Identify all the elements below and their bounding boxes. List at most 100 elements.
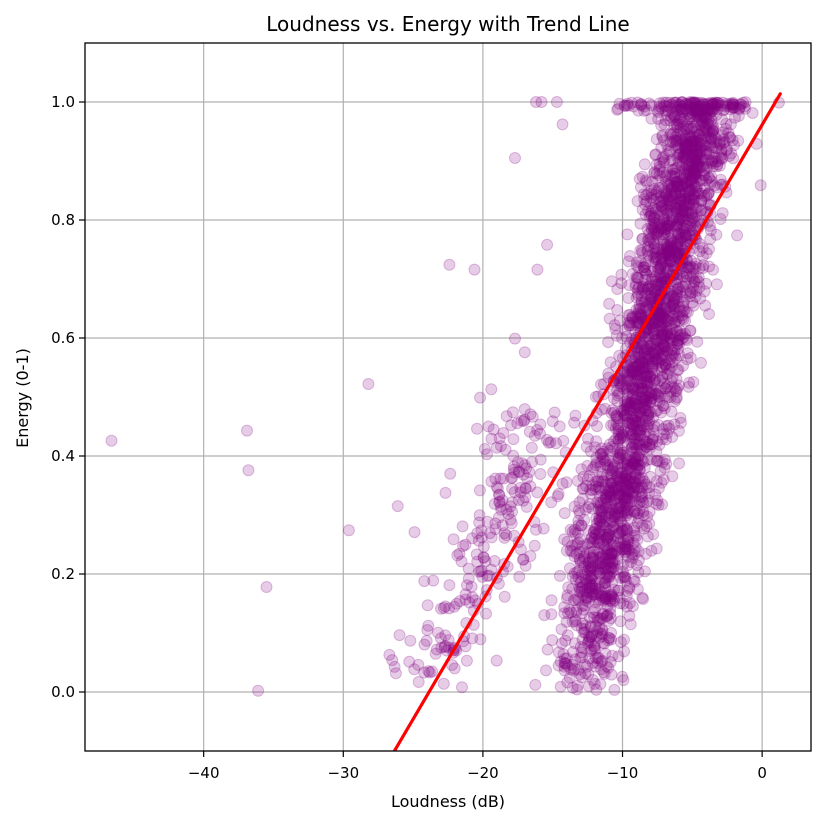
data-point — [621, 395, 634, 408]
data-point — [659, 359, 672, 372]
data-point — [556, 118, 569, 131]
data-point — [485, 531, 498, 544]
data-point — [643, 349, 656, 362]
data-point — [693, 136, 705, 149]
data-point — [623, 492, 636, 505]
data-point — [690, 160, 703, 173]
data-point — [657, 317, 669, 330]
data-point — [685, 191, 698, 204]
data-point — [655, 141, 668, 154]
data-point — [632, 385, 645, 397]
data-point — [655, 353, 668, 366]
data-point — [645, 392, 658, 405]
data-point — [644, 406, 657, 419]
data-point — [646, 330, 659, 343]
data-point — [669, 238, 682, 251]
data-point — [718, 136, 731, 148]
data-point — [677, 300, 690, 313]
data-point — [668, 331, 681, 343]
data-point — [713, 138, 726, 151]
data-point — [704, 147, 717, 160]
data-point — [683, 194, 696, 207]
data-point — [650, 275, 663, 288]
data-point — [603, 631, 615, 644]
data-point — [664, 188, 677, 201]
data-point — [644, 387, 657, 400]
data-point — [661, 219, 674, 232]
data-point — [670, 180, 683, 193]
data-point — [648, 379, 661, 392]
data-point — [677, 225, 690, 238]
data-point — [670, 175, 683, 188]
data-point — [692, 105, 705, 118]
data-point — [608, 557, 621, 570]
data-point — [576, 492, 589, 505]
data-point — [632, 261, 645, 274]
data-point — [692, 97, 705, 110]
data-point — [611, 384, 624, 397]
data-point — [603, 504, 616, 517]
data-point — [545, 496, 558, 509]
data-point — [629, 477, 642, 490]
data-point — [689, 172, 702, 184]
data-point — [608, 683, 621, 696]
chart-title: Loudness vs. Energy with Trend Line — [266, 12, 630, 36]
data-point — [618, 570, 631, 583]
data-point — [656, 252, 669, 265]
data-point — [684, 287, 697, 300]
data-point — [687, 135, 700, 148]
data-point — [626, 488, 639, 501]
x-tick-label: −20 — [467, 764, 499, 782]
data-point — [663, 306, 676, 319]
data-point — [594, 456, 607, 469]
data-point — [691, 129, 704, 141]
data-point — [577, 642, 590, 655]
data-point — [683, 142, 696, 155]
data-point — [663, 245, 676, 257]
data-point — [656, 325, 669, 337]
data-point — [625, 513, 637, 525]
data-point — [651, 435, 664, 448]
data-point — [636, 591, 649, 604]
data-point — [638, 264, 651, 277]
data-point — [660, 238, 673, 251]
data-point — [700, 247, 713, 260]
data-point — [558, 533, 571, 546]
data-point — [612, 584, 625, 597]
data-point — [638, 347, 651, 360]
data-point — [582, 680, 595, 693]
data-point — [626, 366, 639, 379]
data-point — [636, 490, 649, 503]
data-point — [556, 477, 569, 490]
data-point — [627, 435, 640, 448]
data-point — [640, 351, 653, 364]
data-point — [634, 464, 646, 476]
data-point — [678, 204, 691, 217]
data-point — [639, 356, 652, 369]
data-point — [593, 631, 606, 644]
data-point — [598, 482, 611, 495]
data-point — [667, 333, 679, 346]
x-tick-label: −10 — [607, 764, 639, 782]
data-point — [686, 272, 699, 285]
data-point — [604, 612, 617, 625]
data-point — [614, 636, 627, 649]
data-point — [662, 180, 675, 193]
data-point — [686, 183, 699, 196]
data-point — [596, 586, 608, 599]
data-point — [442, 634, 455, 646]
data-point — [630, 410, 643, 423]
data-point — [573, 585, 586, 598]
data-point — [568, 500, 581, 513]
data-point — [683, 174, 696, 187]
data-point — [666, 163, 679, 176]
data-point — [680, 176, 693, 189]
data-point — [621, 533, 634, 546]
data-point — [652, 419, 665, 431]
data-point — [685, 169, 698, 182]
data-point — [421, 599, 434, 612]
data-point — [612, 488, 625, 501]
data-point — [630, 386, 643, 398]
data-point — [611, 480, 624, 493]
data-point — [641, 283, 654, 295]
